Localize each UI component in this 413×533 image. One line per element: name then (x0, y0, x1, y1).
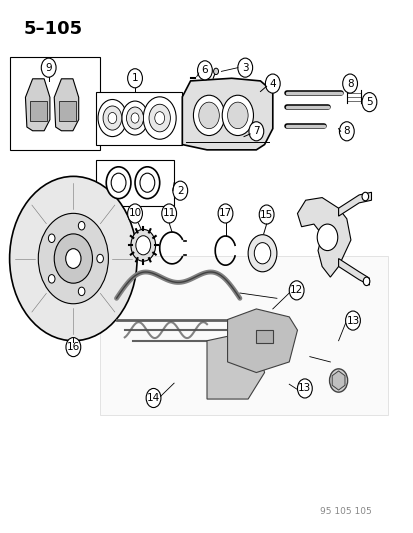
Text: 9: 9 (45, 63, 52, 72)
Text: 8: 8 (343, 126, 349, 136)
Polygon shape (30, 101, 47, 122)
Circle shape (143, 97, 176, 139)
Circle shape (78, 287, 85, 296)
Polygon shape (54, 79, 78, 131)
Text: 15: 15 (259, 209, 273, 220)
Bar (100, 256, 387, 415)
Text: 3: 3 (241, 63, 248, 72)
Text: 2: 2 (176, 185, 183, 196)
Circle shape (316, 224, 337, 251)
Bar (256, 330, 272, 343)
Text: 12: 12 (290, 285, 303, 295)
Circle shape (173, 181, 187, 200)
Circle shape (265, 74, 280, 93)
Circle shape (111, 173, 126, 192)
Circle shape (98, 100, 126, 136)
Text: 6: 6 (201, 66, 208, 75)
Circle shape (135, 167, 159, 199)
Circle shape (41, 58, 56, 77)
Circle shape (131, 113, 139, 123)
Circle shape (247, 235, 276, 272)
Polygon shape (58, 101, 76, 122)
Circle shape (146, 389, 161, 408)
Circle shape (361, 93, 376, 112)
Text: 16: 16 (66, 342, 80, 352)
Circle shape (222, 95, 253, 135)
Circle shape (329, 369, 347, 392)
Circle shape (66, 249, 81, 269)
Circle shape (342, 74, 357, 93)
Text: 13: 13 (346, 316, 359, 326)
Circle shape (48, 274, 55, 283)
Circle shape (140, 173, 154, 192)
Circle shape (127, 69, 142, 88)
Bar (96, 92, 182, 144)
Polygon shape (25, 79, 50, 131)
Text: 5–105: 5–105 (24, 20, 83, 38)
Circle shape (213, 68, 218, 75)
Polygon shape (182, 78, 272, 150)
Text: 8: 8 (346, 78, 353, 88)
Circle shape (227, 102, 247, 128)
Circle shape (218, 204, 233, 223)
Circle shape (259, 205, 273, 224)
Text: 11: 11 (162, 208, 176, 219)
Circle shape (149, 104, 170, 132)
Bar (96, 160, 174, 206)
Circle shape (121, 101, 148, 135)
Circle shape (154, 112, 164, 124)
Text: 13: 13 (297, 383, 311, 393)
Text: 17: 17 (218, 208, 232, 219)
Circle shape (78, 222, 85, 230)
Circle shape (193, 95, 224, 135)
Circle shape (127, 204, 142, 223)
Polygon shape (338, 259, 368, 285)
Circle shape (48, 234, 55, 243)
Circle shape (345, 311, 359, 330)
Circle shape (108, 112, 116, 124)
Circle shape (97, 254, 103, 263)
Circle shape (248, 122, 263, 141)
Circle shape (197, 61, 212, 80)
Polygon shape (227, 309, 297, 373)
Circle shape (254, 243, 270, 264)
Text: 1: 1 (131, 73, 138, 83)
Circle shape (161, 204, 176, 223)
Text: 14: 14 (147, 393, 160, 403)
Text: 10: 10 (128, 208, 141, 219)
Circle shape (54, 234, 92, 283)
Polygon shape (206, 335, 264, 399)
Bar (9, 57, 100, 150)
Circle shape (198, 102, 219, 128)
Text: 5: 5 (365, 97, 372, 107)
Circle shape (9, 176, 137, 341)
Polygon shape (331, 371, 344, 390)
Polygon shape (297, 198, 350, 277)
Circle shape (339, 122, 354, 141)
Circle shape (103, 106, 121, 130)
Text: 4: 4 (269, 78, 275, 88)
Circle shape (66, 337, 81, 357)
Circle shape (297, 379, 311, 398)
Circle shape (289, 281, 303, 300)
Circle shape (126, 107, 143, 129)
Text: 95 105 105: 95 105 105 (319, 507, 370, 516)
Circle shape (361, 192, 368, 201)
Circle shape (135, 236, 150, 255)
Polygon shape (338, 192, 370, 216)
Circle shape (237, 58, 252, 77)
Circle shape (362, 277, 369, 286)
Text: 7: 7 (252, 126, 259, 136)
Circle shape (38, 213, 108, 304)
Circle shape (131, 229, 155, 261)
Circle shape (106, 167, 131, 199)
